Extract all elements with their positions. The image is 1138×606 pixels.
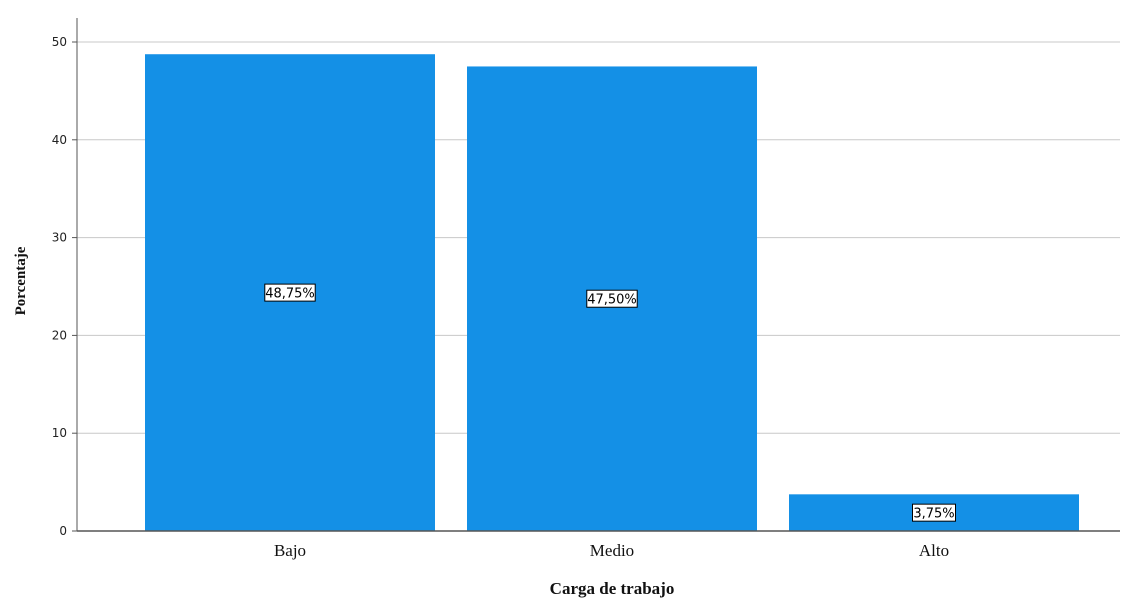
x-category-label-bajo: Bajo xyxy=(274,541,306,560)
y-tick-label-10: 10 xyxy=(52,426,67,440)
data-label-box xyxy=(264,283,316,302)
data-label-text: 47,50% xyxy=(587,293,637,308)
axes xyxy=(72,18,1120,532)
x-category-label-medio: Medio xyxy=(590,541,634,560)
data-label-box xyxy=(586,289,638,308)
x-category-labels: Bajo Medio Alto xyxy=(274,541,949,560)
y-tick-label-30: 30 xyxy=(52,231,67,245)
x-axis-title: Carga de trabajo xyxy=(550,579,675,598)
y-tick-labels: 0 10 20 30 40 50 xyxy=(52,35,67,538)
data-label-bajo: 48,75% xyxy=(264,283,316,302)
y-tick-label-20: 20 xyxy=(52,328,67,342)
x-category-label-alto: Alto xyxy=(919,541,949,560)
y-tick-label-50: 50 xyxy=(52,35,67,49)
data-label-text: 48,75% xyxy=(265,287,315,302)
data-label-medio: 47,50% xyxy=(586,289,638,308)
y-tick-label-40: 40 xyxy=(52,133,67,147)
data-label-alto: 3,75% xyxy=(912,503,956,522)
data-labels: 48,75% 47,50% 3,75% xyxy=(264,283,956,522)
y-tick-label-0: 0 xyxy=(59,524,67,538)
data-label-box xyxy=(912,503,956,522)
data-label-text: 3,75% xyxy=(913,507,954,522)
y-axis-title: Porcentaje xyxy=(13,246,29,315)
